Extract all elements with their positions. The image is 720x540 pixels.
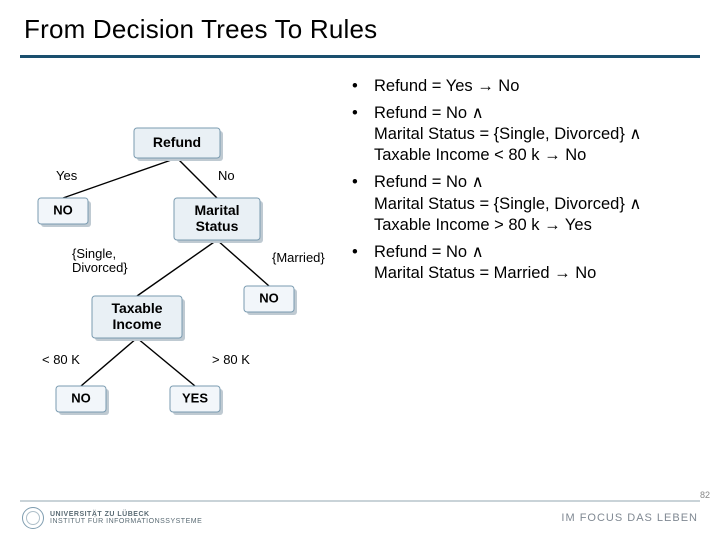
university-logo: UNIVERSITÄT ZU LÜBECK INSTITUT FÜR INFOR…: [22, 507, 202, 529]
decision-tree: Yes No {Single,Divorced} {Married} < 80 K > 8…: [14, 110, 344, 440]
slide-title: From Decision Trees To Rules: [24, 14, 720, 45]
page-number: 82: [700, 490, 710, 500]
tree-edge: [63, 158, 177, 198]
rule-item: •Refund = No ∧Marital Status = {Single, …: [352, 103, 702, 166]
node-label: MaritalStatus: [194, 202, 239, 234]
university-text: UNIVERSITÄT ZU LÜBECK INSTITUT FÜR INFOR…: [50, 511, 202, 526]
edge-label: < 80 K: [42, 352, 80, 367]
bullet-icon: •: [352, 172, 374, 235]
bullet-icon: •: [352, 103, 374, 166]
edge-label: Yes: [56, 168, 78, 183]
node-label: NO: [53, 203, 73, 218]
tree-edge: [81, 338, 137, 386]
tree-edge: [137, 338, 195, 386]
uni-line2: INSTITUT FÜR INFORMATIONSSYSTEME: [50, 518, 202, 525]
rule-text: Refund = No ∧Marital Status = {Single, D…: [374, 172, 702, 235]
rule-text: Refund = Yes → No: [374, 76, 702, 97]
edge-label: {Married}: [272, 250, 325, 265]
seal-icon: [22, 507, 44, 529]
uni-line1: UNIVERSITÄT ZU LÜBECK: [50, 511, 202, 518]
title-rule: [20, 55, 700, 58]
tree-edge: [177, 158, 217, 198]
footer: UNIVERSITÄT ZU LÜBECK INSTITUT FÜR INFOR…: [0, 502, 720, 540]
title-area: From Decision Trees To Rules: [0, 0, 720, 49]
rule-text: Refund = No ∧Marital Status = {Single, D…: [374, 103, 702, 166]
node-label: Refund: [153, 134, 201, 150]
bullet-icon: •: [352, 242, 374, 284]
edge-label: {Single,Divorced}: [72, 246, 128, 275]
slide: From Decision Trees To Rules Yes No {Singl…: [0, 0, 720, 540]
bullet-icon: •: [352, 76, 374, 97]
tree-svg: Yes No {Single,Divorced} {Married} < 80 K > 8…: [14, 110, 344, 440]
rule-item: •Refund = No ∧Marital Status = {Single, …: [352, 172, 702, 235]
tree-edge: [137, 240, 217, 296]
rule-item: •Refund = Yes → No: [352, 76, 702, 97]
node-label: TaxableIncome: [111, 300, 162, 332]
tree-edge: [217, 240, 269, 286]
edge-label: > 80 K: [212, 352, 250, 367]
node-label: NO: [71, 391, 91, 406]
motto: IM FOCUS DAS LEBEN: [561, 512, 698, 524]
rule-item: •Refund = No ∧Marital Status = Married →…: [352, 242, 702, 284]
node-label: YES: [182, 391, 208, 406]
edge-label: No: [218, 168, 235, 183]
node-label: NO: [259, 291, 279, 306]
content-area: Yes No {Single,Divorced} {Married} < 80 K > 8…: [0, 60, 720, 496]
rule-text: Refund = No ∧Marital Status = Married → …: [374, 242, 702, 284]
rules-list: •Refund = Yes → No•Refund = No ∧Marital …: [352, 76, 702, 290]
